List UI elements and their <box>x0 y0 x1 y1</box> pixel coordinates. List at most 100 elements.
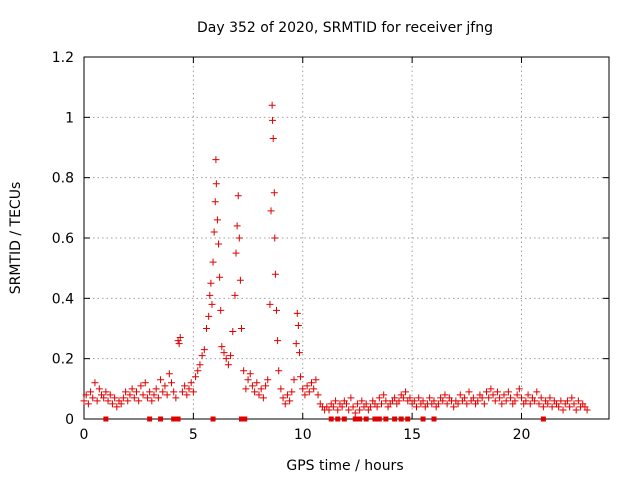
data-point-plus <box>236 276 244 284</box>
data-point-plus <box>314 391 322 399</box>
data-point-plus <box>211 198 219 206</box>
data-point-plus <box>279 394 287 402</box>
y-tick-label: 0.6 <box>52 231 74 247</box>
y-tick-label: 0 <box>65 412 74 428</box>
data-point-plus <box>406 394 414 402</box>
data-point-plus <box>207 279 215 287</box>
data-point-plus <box>271 234 279 242</box>
data-point-plus <box>294 321 302 329</box>
data-point-plus <box>126 391 134 399</box>
zero-marker <box>171 416 177 422</box>
data-point-plus <box>229 328 237 336</box>
data-point-plus <box>502 397 510 405</box>
data-point-plus <box>362 400 370 408</box>
data-point-plus <box>310 385 318 393</box>
data-point-plus <box>295 349 303 357</box>
data-point-plus <box>189 388 197 396</box>
zero-marker <box>363 416 369 422</box>
data-point-plus <box>485 394 493 402</box>
data-point-plus <box>454 400 462 408</box>
data-point-plus <box>332 397 340 405</box>
data-point-plus <box>198 352 206 360</box>
data-point-plus <box>218 343 226 351</box>
data-point-plus <box>187 379 195 387</box>
data-point-plus <box>183 391 191 399</box>
data-point-plus <box>480 400 488 408</box>
data-point-plus <box>347 394 355 402</box>
data-point-plus <box>526 400 534 408</box>
data-point-plus <box>210 228 218 236</box>
zero-marker <box>357 416 363 422</box>
data-point-plus <box>130 394 138 402</box>
data-point-plus <box>410 397 418 405</box>
data-point-plus <box>209 258 217 266</box>
data-point-plus <box>439 397 447 405</box>
data-point-plus <box>159 388 167 396</box>
data-point-plus <box>524 391 532 399</box>
data-point-plus <box>312 376 320 384</box>
data-point-plus <box>325 406 333 414</box>
zero-marker <box>392 416 398 422</box>
data-point-plus <box>82 391 90 399</box>
data-point-plus <box>305 388 313 396</box>
data-point-plus <box>273 306 280 314</box>
data-point-plus <box>176 334 184 342</box>
data-point-plus <box>504 388 512 396</box>
data-point-plus <box>152 385 160 393</box>
data-point-plus <box>255 391 263 399</box>
data-point-plus <box>233 222 241 230</box>
data-point-plus <box>378 400 385 408</box>
x-axis-title: GPS time / hours <box>286 458 403 474</box>
data-point-plus <box>469 394 477 402</box>
data-point-plus <box>531 397 539 405</box>
gridlines <box>84 57 609 419</box>
data-point-plus <box>419 397 427 405</box>
data-point-plus <box>286 397 294 405</box>
data-point-plus <box>206 291 214 299</box>
data-point-plus <box>537 394 545 402</box>
zero-marker <box>405 416 411 422</box>
y-tick-label: 1 <box>65 110 74 126</box>
data-point-plus <box>154 394 162 402</box>
data-point-plus <box>450 403 458 411</box>
data-point-plus <box>274 337 282 345</box>
data-point-plus <box>415 394 423 402</box>
data-point-plus <box>240 367 248 375</box>
data-point-plus <box>395 397 403 405</box>
data-point-plus <box>222 355 230 363</box>
data-point-plus <box>95 385 103 393</box>
zero-marker <box>147 416 153 422</box>
data-point-plus <box>161 382 169 390</box>
data-point-plus <box>557 397 565 405</box>
data-point-plus <box>434 400 442 408</box>
data-point-plus <box>100 394 108 402</box>
data-point-plus <box>205 312 213 320</box>
data-point-plus <box>119 394 127 402</box>
data-point-plus <box>358 397 366 405</box>
data-point-plus <box>544 400 552 408</box>
data-point-plus <box>251 388 259 396</box>
data-point-plus <box>513 391 521 399</box>
data-point-plus <box>148 397 156 405</box>
data-point-plus <box>373 403 381 411</box>
data-point-plus <box>213 216 221 224</box>
data-point-plus <box>500 391 508 399</box>
y-axis-ticks: 0 0.2 0.4 0.6 0.8 1 1.2 <box>52 50 609 428</box>
zero-marker <box>239 416 244 422</box>
data-point-plus <box>238 325 245 332</box>
zero-marker <box>420 416 426 422</box>
data-point-plus <box>266 300 274 308</box>
data-point-plus <box>80 397 88 405</box>
data-point-plus <box>487 385 495 393</box>
data-point-plus <box>165 370 173 378</box>
data-point-plus <box>122 388 130 396</box>
data-point-plus <box>227 352 235 360</box>
data-point-plus <box>283 391 291 399</box>
data-point-plus <box>212 156 220 164</box>
data-point-plus <box>157 376 165 384</box>
data-point-plus <box>139 391 147 399</box>
data-point-plus <box>413 403 420 411</box>
data-point-plus <box>474 397 482 405</box>
data-point-plus <box>563 397 571 405</box>
data-point-plus <box>108 400 116 408</box>
